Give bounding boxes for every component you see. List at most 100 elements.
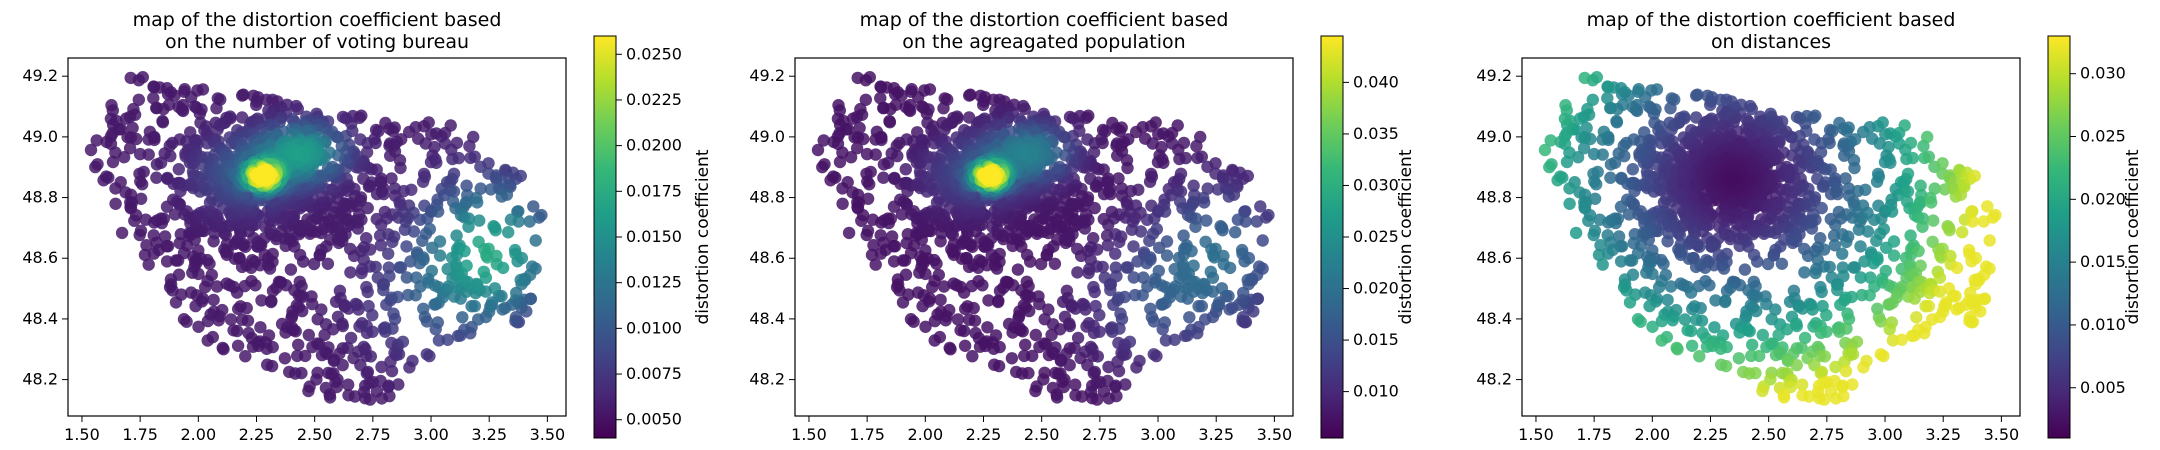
- data-point: [203, 205, 217, 218]
- data-point: [383, 122, 396, 135]
- data-point: [1113, 235, 1126, 249]
- colorbar-tick-label: 0.015: [1353, 330, 1399, 349]
- data-point: [1846, 348, 1860, 361]
- data-point: [1906, 151, 1920, 165]
- data-point: [1157, 156, 1170, 169]
- data-point: [407, 225, 421, 238]
- data-point: [1110, 122, 1123, 135]
- data-point: [1158, 205, 1172, 218]
- data-point: [394, 161, 407, 175]
- data-point: [1663, 116, 1676, 129]
- data-point: [1121, 261, 1135, 274]
- data-point: [157, 212, 170, 225]
- data-point: [430, 156, 443, 169]
- data-point: [1018, 102, 1031, 116]
- data-point: [1104, 283, 1117, 297]
- data-point: [336, 110, 350, 124]
- colorbar-tick-label: 0.0125: [626, 273, 682, 292]
- data-point: [1820, 325, 1833, 338]
- data-point: [911, 286, 925, 299]
- data-point: [355, 266, 368, 280]
- data-point: [132, 93, 145, 107]
- data-point: [1102, 360, 1115, 374]
- data-point: [1739, 311, 1752, 325]
- x-tick-label: 3.25: [471, 425, 507, 444]
- data-point: [1168, 333, 1181, 346]
- data-point: [1859, 183, 1872, 196]
- data-point: [1857, 361, 1870, 374]
- data-point: [947, 277, 960, 290]
- data-point: [851, 188, 865, 201]
- data-point: [861, 192, 875, 205]
- data-point: [1093, 325, 1106, 338]
- data-point: [206, 330, 219, 344]
- data-point: [386, 322, 399, 335]
- data-point: [919, 320, 932, 333]
- y-tick-label: 49.2: [749, 66, 785, 85]
- y-tick-label: 48.8: [749, 188, 785, 207]
- data-point: [1681, 324, 1694, 337]
- data-point: [240, 301, 253, 315]
- data-point: [306, 297, 319, 311]
- data-point: [977, 98, 990, 112]
- data-point: [474, 182, 487, 195]
- data-point: [385, 364, 399, 378]
- data-point: [981, 321, 994, 334]
- colorbar-label: distortion coefficient: [1396, 149, 1416, 324]
- y-tick-label: 49.2: [1476, 66, 1512, 85]
- data-point: [134, 192, 148, 205]
- data-point: [1962, 243, 1976, 257]
- data-point: [1877, 222, 1891, 236]
- data-point: [495, 190, 508, 203]
- data-point: [1798, 266, 1811, 279]
- data-point: [1068, 341, 1081, 354]
- data-point: [1638, 286, 1652, 299]
- data-point: [1750, 304, 1763, 318]
- data-point: [1756, 328, 1770, 342]
- data-point: [321, 162, 335, 175]
- data-point: [1872, 170, 1886, 183]
- data-point: [262, 329, 276, 342]
- data-point: [1769, 226, 1782, 240]
- data-point: [387, 307, 400, 320]
- data-point: [1109, 247, 1122, 260]
- x-tick-label: 1.75: [1576, 425, 1612, 444]
- data-point: [109, 197, 122, 210]
- colorbar-tick-label: 0.035: [1353, 124, 1399, 143]
- data-point: [1974, 305, 1987, 318]
- data-point: [811, 143, 825, 157]
- data-point: [150, 171, 163, 184]
- data-point: [1160, 235, 1174, 248]
- data-point: [106, 155, 120, 169]
- data-point: [299, 349, 312, 363]
- data-point: [230, 324, 244, 338]
- data-point: [102, 171, 115, 184]
- data-point: [1643, 299, 1656, 313]
- data-point: [1693, 350, 1706, 363]
- data-point: [1760, 340, 1773, 354]
- data-point: [1046, 381, 1060, 395]
- data-point: [134, 224, 148, 237]
- data-point: [1048, 162, 1062, 175]
- data-point: [1828, 374, 1841, 388]
- data-point: [1753, 349, 1766, 363]
- data-point: [1187, 179, 1200, 192]
- data-point: [357, 172, 370, 185]
- data-point: [1620, 284, 1633, 297]
- data-point: [1259, 211, 1273, 224]
- data-points: [811, 71, 1275, 406]
- data-point: [168, 208, 182, 221]
- data-point: [932, 268, 945, 282]
- data-point: [1809, 109, 1822, 122]
- data-point: [861, 224, 875, 237]
- data-point: [1674, 111, 1687, 125]
- data-point: [123, 142, 137, 155]
- x-tick-label: 2.00: [181, 425, 217, 444]
- data-point: [196, 83, 210, 96]
- data-point: [210, 102, 223, 115]
- data-point: [1912, 244, 1925, 258]
- data-point: [484, 183, 498, 196]
- data-point: [1577, 142, 1591, 155]
- y-tick-label: 48.8: [1476, 188, 1512, 207]
- colorbar-tick-label: 0.020: [1353, 279, 1399, 298]
